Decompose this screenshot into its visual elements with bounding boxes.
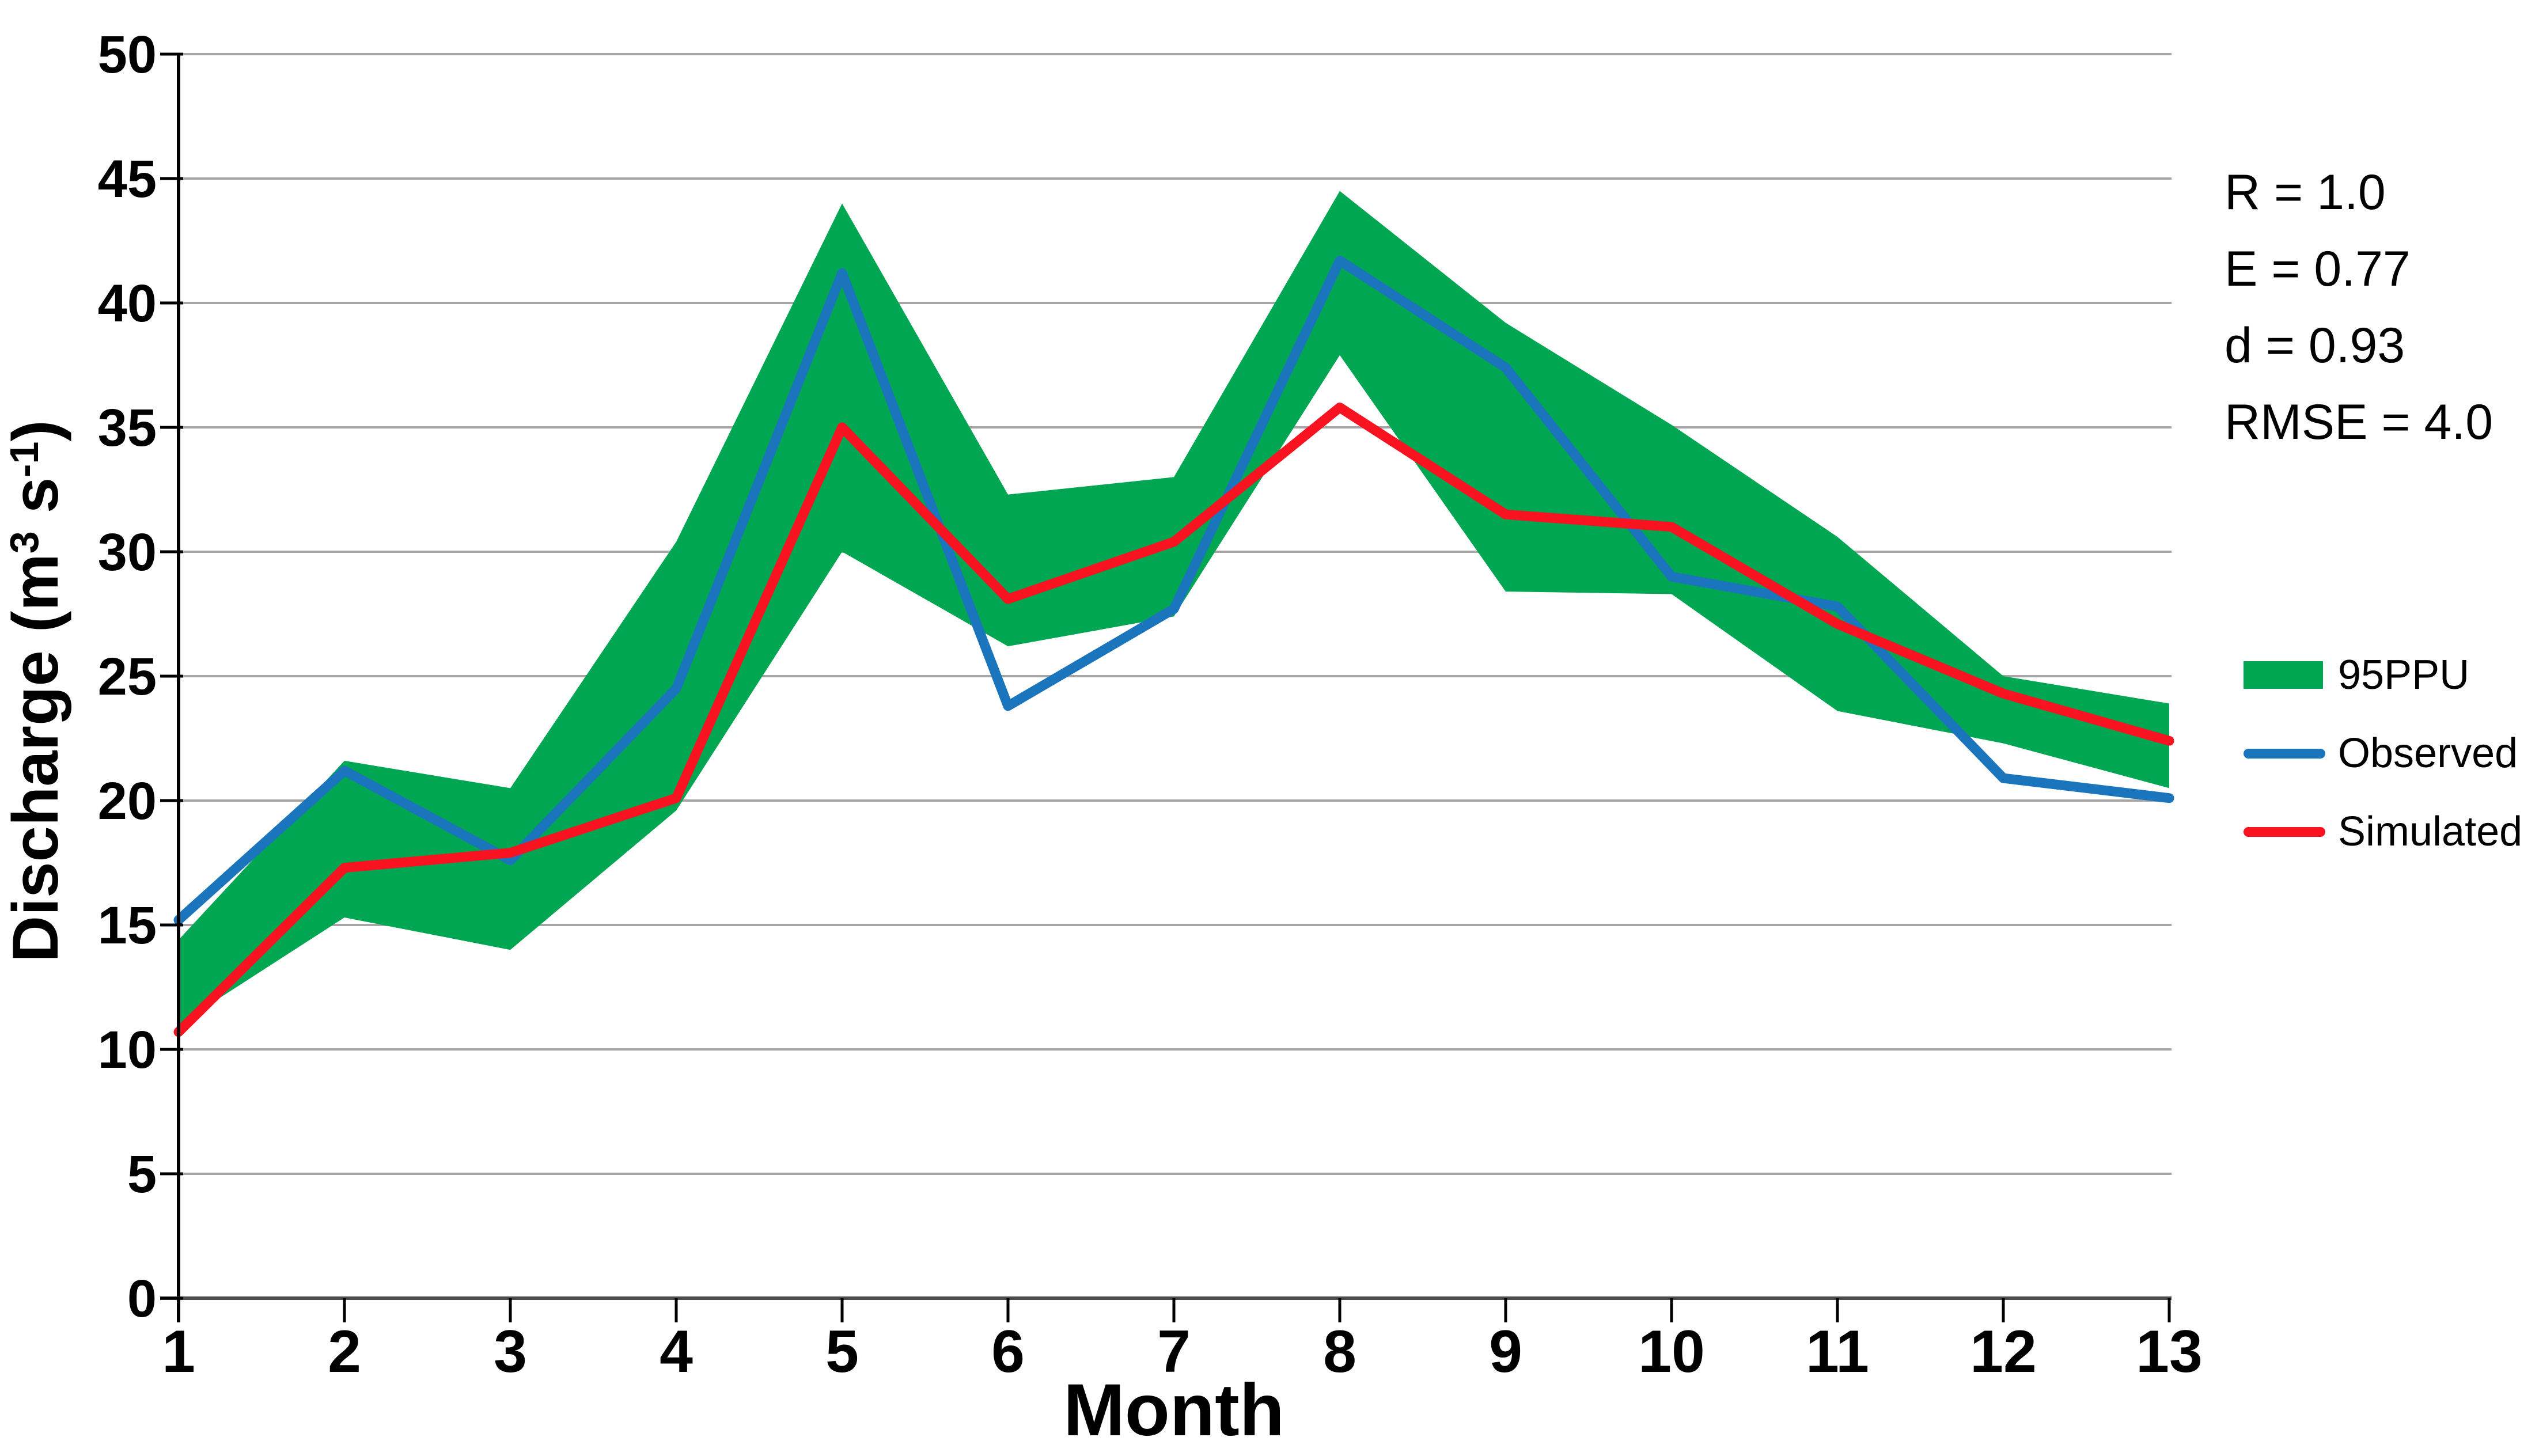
y-tick-label-0: 0 xyxy=(127,1269,157,1328)
stat-e: E = 0.77 xyxy=(2225,241,2411,297)
x-tick-label-12: 12 xyxy=(1970,1318,2037,1385)
series-lines-group xyxy=(173,256,2174,1037)
y-tick-label-25: 25 xyxy=(98,647,157,706)
x-tick-label-10: 10 xyxy=(1638,1318,1705,1385)
x-tick-label-9: 9 xyxy=(1489,1318,1522,1385)
y-tick-label-30: 30 xyxy=(98,523,157,582)
simulated-line-swatch xyxy=(2244,826,2325,837)
x-tick-label-4: 4 xyxy=(660,1318,693,1385)
y-tick-label-10: 10 xyxy=(98,1021,157,1079)
y-tick-label-50: 50 xyxy=(98,25,157,84)
legend-item-95ppu: 95PPU xyxy=(2244,636,2522,714)
y-tick-label-20: 20 xyxy=(98,772,157,831)
y-tick-label-15: 15 xyxy=(98,896,157,955)
x-axis-title: Month xyxy=(1063,1369,1284,1451)
x-tick-label-2: 2 xyxy=(328,1318,361,1385)
y-tick-labels: 0 5 10 15 20 25 30 35 40 45 50 xyxy=(98,25,157,1328)
y-tick-label-35: 35 xyxy=(98,399,157,457)
x-tick-label-3: 3 xyxy=(494,1318,527,1385)
x-tick-label-13: 13 xyxy=(2136,1318,2203,1385)
ppu-band-swatch xyxy=(2244,661,2323,689)
legend-item-observed: Observed xyxy=(2244,714,2522,793)
x-tick-label-11: 11 xyxy=(1806,1318,1869,1385)
legend-item-label: 95PPU xyxy=(2338,652,2470,698)
observed-line xyxy=(173,256,2174,925)
stat-r: R = 1.0 xyxy=(2225,165,2386,220)
y-axis-title: Discharge (m3 s-1) xyxy=(0,420,71,962)
legend: 95PPU Observed Simulated xyxy=(2244,636,2522,871)
x-tick-label-6: 6 xyxy=(991,1318,1025,1385)
stats-panel: R = 1.0 E = 0.77 d = 0.93 RMSE = 4.0 xyxy=(2225,154,2493,461)
y-tick-label-45: 45 xyxy=(98,150,157,208)
simulated-line xyxy=(173,402,2174,1037)
legend-item-label: Observed xyxy=(2338,730,2518,776)
y-tick-label-5: 5 xyxy=(127,1145,157,1204)
axes-group xyxy=(160,52,2172,1322)
x-tick-label-8: 8 xyxy=(1323,1318,1356,1385)
observed-line-swatch xyxy=(2244,748,2325,759)
y-tick-label-40: 40 xyxy=(98,274,157,333)
x-tick-labels: 1 2 3 4 5 6 7 8 9 10 11 12 13 xyxy=(162,1318,2203,1385)
stat-d: d = 0.93 xyxy=(2225,318,2405,373)
x-tick-label-1: 1 xyxy=(162,1318,195,1385)
legend-item-simulated: Simulated xyxy=(2244,793,2522,871)
legend-item-label: Simulated xyxy=(2338,809,2523,855)
x-tick-label-7: 7 xyxy=(1157,1318,1191,1385)
x-tick-label-5: 5 xyxy=(825,1318,859,1385)
stat-rmse: RMSE = 4.0 xyxy=(2225,395,2493,450)
